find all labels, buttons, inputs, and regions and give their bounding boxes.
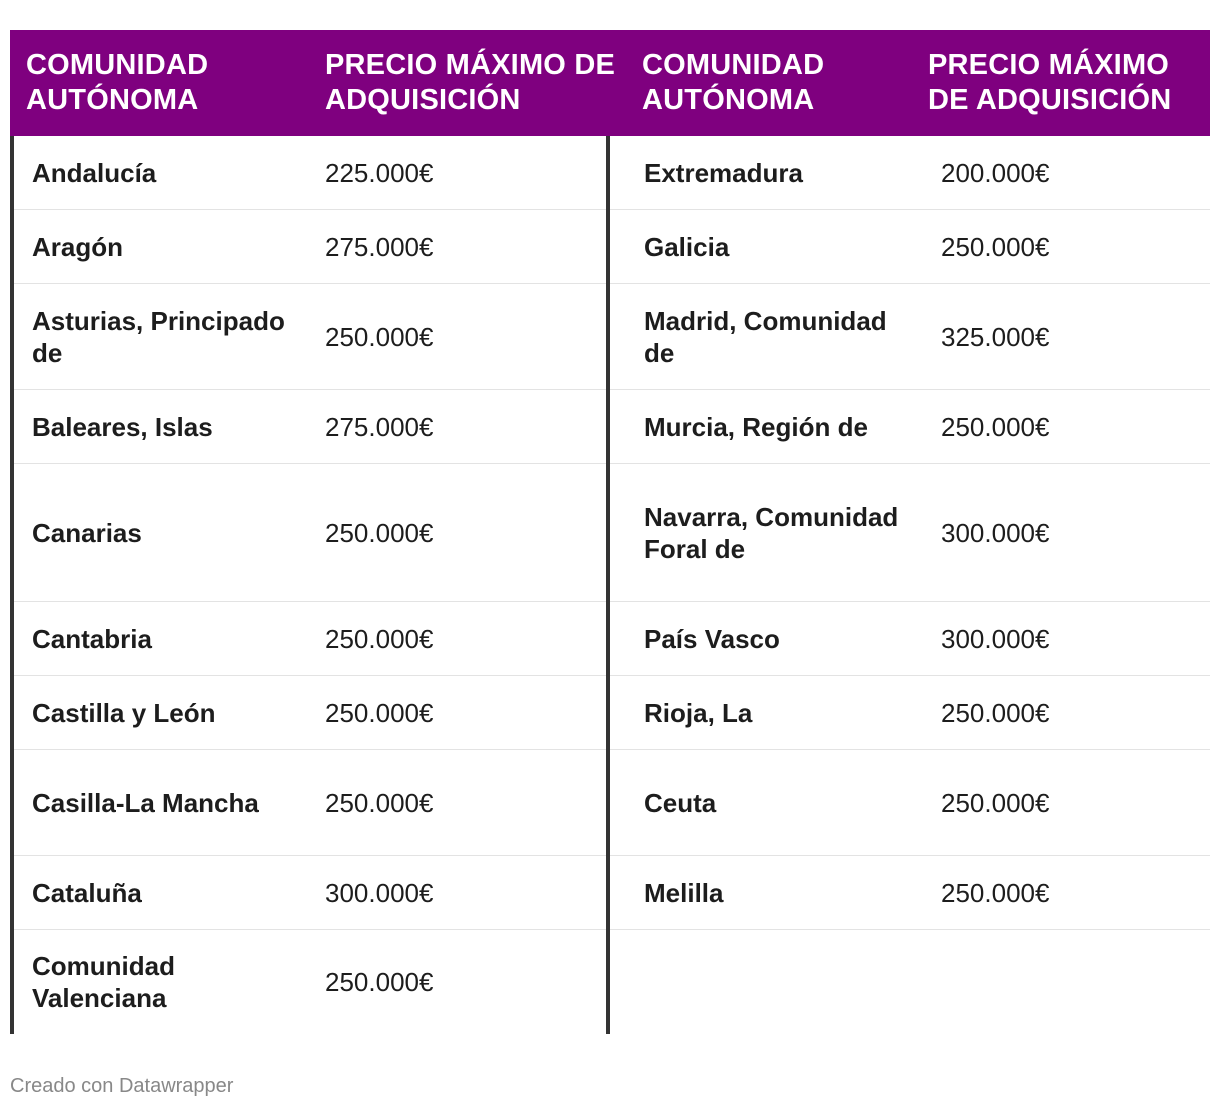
max-price: 275.000€	[325, 231, 434, 262]
community-name: Navarra, Comunidad Foral de	[644, 501, 899, 564]
right-column: Extremadura 200.000€ Galicia 250.000€ Ma…	[610, 136, 1210, 1034]
community-name: Andalucía	[32, 157, 157, 188]
table-row: Asturias, Principado de 250.000€	[14, 284, 606, 390]
table-header: COMUNIDAD AUTÓNOMA PRECIO MÁXIMO DE ADQU…	[10, 30, 1210, 136]
table-row: Cantabria 250.000€	[14, 602, 606, 676]
max-price: 250.000€	[941, 231, 1050, 262]
table-row: Canarias 250.000€	[14, 464, 606, 602]
community-name: Galicia	[644, 231, 730, 262]
table-row: Ceuta 250.000€	[610, 750, 1210, 856]
table-row: Casilla-La Mancha 250.000€	[14, 750, 606, 856]
table-row: Galicia 250.000€	[610, 210, 1210, 284]
datawrapper-credit: Creado con Datawrapper	[10, 1075, 234, 1097]
community-name: País Vasco	[644, 623, 780, 654]
table-row: Aragón 275.000€	[14, 210, 606, 284]
max-price: 250.000€	[941, 411, 1050, 442]
price-table: COMUNIDAD AUTÓNOMA PRECIO MÁXIMO DE ADQU…	[10, 30, 1210, 1034]
max-price: 250.000€	[325, 967, 434, 997]
header-precio-right: PRECIO MÁXIMO DE ADQUISICIÓN	[928, 49, 1172, 116]
community-name: Baleares, Islas	[32, 411, 213, 442]
header-comunidad-right: COMUNIDAD AUTÓNOMA	[642, 49, 825, 116]
table-row: Andalucía 225.000€	[14, 136, 606, 210]
community-name: Canarias	[32, 517, 142, 548]
max-price: 250.000€	[325, 517, 434, 548]
max-price: 250.000€	[325, 697, 434, 728]
table-row: Extremadura 200.000€	[610, 136, 1210, 210]
max-price: 250.000€	[941, 697, 1050, 728]
table-row: Melilla 250.000€	[610, 856, 1210, 930]
max-price: 250.000€	[941, 787, 1050, 818]
table-row: Navarra, Comunidad Foral de 300.000€	[610, 464, 1210, 602]
community-name: Comunidad Valenciana	[32, 951, 175, 1013]
community-name: Aragón	[32, 231, 123, 262]
max-price: 300.000€	[941, 623, 1050, 654]
table-row: Cataluña 300.000€	[14, 856, 606, 930]
header-precio-left: PRECIO MÁXIMO DE ADQUISICIÓN	[325, 49, 615, 116]
community-name: Ceuta	[644, 787, 717, 818]
community-name: Melilla	[644, 877, 724, 908]
table-row: Comunidad Valenciana 250.000€	[14, 930, 606, 1034]
community-name: Cantabria	[32, 623, 152, 654]
table-body: Andalucía 225.000€ Aragón 275.000€ Astur…	[10, 136, 1210, 1034]
max-price: 300.000€	[325, 877, 434, 908]
max-price: 250.000€	[325, 787, 434, 818]
community-name: Casilla-La Mancha	[32, 787, 259, 818]
table-row: País Vasco 300.000€	[610, 602, 1210, 676]
community-name: Cataluña	[32, 877, 142, 908]
max-price: 250.000€	[941, 877, 1050, 908]
table-row: Murcia, Región de 250.000€	[610, 390, 1210, 464]
max-price: 225.000€	[325, 157, 434, 188]
table-row: Rioja, La 250.000€	[610, 676, 1210, 750]
community-name: Madrid, Comunidad de	[644, 305, 887, 368]
header-comunidad-left: COMUNIDAD AUTÓNOMA	[26, 49, 209, 116]
table-row: Baleares, Islas 275.000€	[14, 390, 606, 464]
community-name: Extremadura	[644, 157, 803, 188]
table-row: Castilla y León 250.000€	[14, 676, 606, 750]
max-price: 250.000€	[325, 321, 434, 352]
community-name: Murcia, Región de	[644, 411, 868, 442]
max-price: 275.000€	[325, 411, 434, 442]
max-price: 200.000€	[941, 157, 1050, 188]
community-name: Asturias, Principado de	[32, 305, 285, 368]
left-column: Andalucía 225.000€ Aragón 275.000€ Astur…	[10, 136, 610, 1034]
community-name: Rioja, La	[644, 697, 753, 728]
max-price: 300.000€	[941, 517, 1050, 548]
table-row: Madrid, Comunidad de 325.000€	[610, 284, 1210, 390]
community-name: Castilla y León	[32, 697, 216, 728]
max-price: 250.000€	[325, 623, 434, 654]
max-price: 325.000€	[941, 321, 1050, 352]
